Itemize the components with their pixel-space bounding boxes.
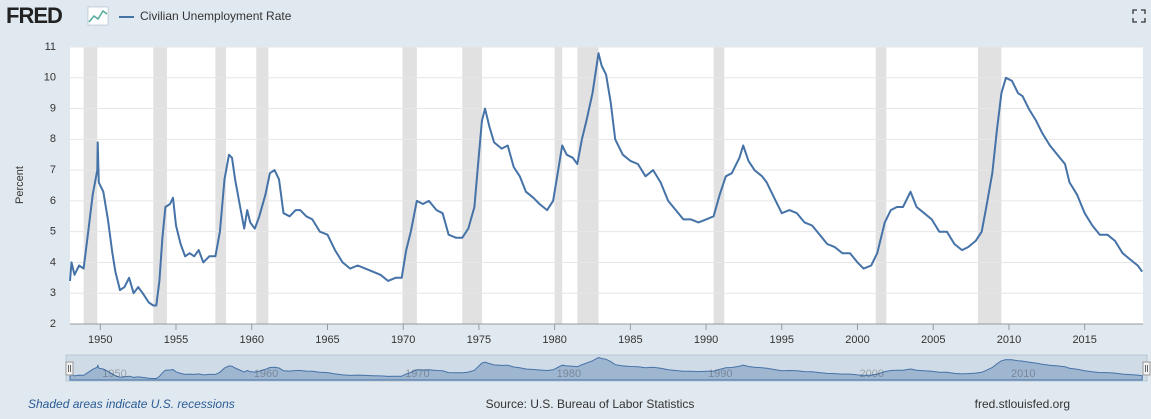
line-series <box>69 52 1144 307</box>
x-tick-label: 1990 <box>694 334 718 346</box>
logo: FRED <box>6 3 62 28</box>
y-tick-label: 9 <box>50 102 56 114</box>
legend-label[interactable]: Civilian Unemployment Rate <box>140 9 292 23</box>
plot-area <box>70 47 1143 324</box>
recession-band <box>256 47 269 324</box>
x-tick-label: 2015 <box>1072 334 1096 346</box>
y-tick-label: 7 <box>50 164 56 176</box>
recession-band <box>462 47 482 324</box>
recession-note: Shaded areas indicate U.S. recessions <box>28 397 235 411</box>
recession-band <box>402 47 417 324</box>
navigator-tick-label: 1970 <box>405 368 429 380</box>
recession-band <box>153 47 167 324</box>
y-tick-label: 6 <box>50 195 56 207</box>
recession-band <box>554 47 563 324</box>
logo-icon <box>87 6 109 26</box>
source: Source: U.S. Bureau of Labor Statistics <box>486 397 695 411</box>
recession-band <box>875 47 887 324</box>
navigator-tick-label: 1990 <box>708 368 732 380</box>
handle-box <box>65 361 74 376</box>
navigator-tick-label: 1960 <box>254 368 278 380</box>
x-tick-label: 1960 <box>239 334 263 346</box>
fullscreen-icon[interactable] <box>1132 9 1146 23</box>
x-tick-label: 1950 <box>88 334 112 346</box>
navigator-tick-label: 2010 <box>1011 368 1035 380</box>
navigator-tick-label: 1950 <box>102 368 126 380</box>
y-axis-label: Percent <box>14 166 26 204</box>
x-tick-label: 1955 <box>164 334 188 346</box>
navigator-handle[interactable] <box>65 361 74 376</box>
navigator-series <box>69 356 1143 381</box>
navigator-tick-label: 2000 <box>860 368 884 380</box>
y-tick-label: 3 <box>50 287 56 299</box>
x-tick-label: 2000 <box>845 334 869 346</box>
handle-box <box>1142 361 1151 376</box>
x-tick-label: 1985 <box>618 334 642 346</box>
y-tick-label: 8 <box>50 133 56 145</box>
x-tick-label: 1970 <box>391 334 415 346</box>
x-tick-label: 2005 <box>921 334 945 346</box>
y-tick-label: 5 <box>50 226 56 238</box>
y-tick-label: 4 <box>50 256 56 268</box>
y-tick-label: 10 <box>44 72 56 84</box>
recession-band <box>83 47 98 324</box>
site-link[interactable]: fred.stlouisfed.org <box>975 397 1070 411</box>
x-tick-label: 1975 <box>467 334 491 346</box>
recession-band <box>577 47 599 324</box>
y-tick-label: 11 <box>45 41 56 53</box>
x-tick-label: 1965 <box>315 334 339 346</box>
x-tick-label: 1995 <box>770 334 794 346</box>
navigator-tick-label: 1980 <box>557 368 581 380</box>
y-tick-label: 2 <box>50 318 56 330</box>
recession-band <box>713 47 725 324</box>
navigator-handle[interactable] <box>1142 361 1151 376</box>
x-tick-label: 1980 <box>542 334 566 346</box>
recession-band <box>215 47 226 324</box>
x-tick-label: 2010 <box>997 334 1021 346</box>
